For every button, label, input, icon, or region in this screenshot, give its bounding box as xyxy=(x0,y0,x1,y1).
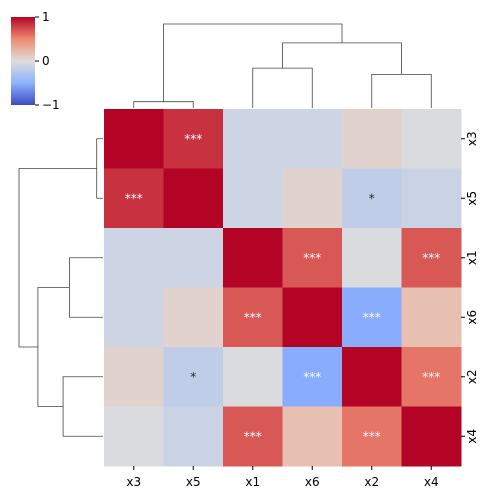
heatmap-cell xyxy=(342,406,402,467)
heatmap-cell xyxy=(163,347,224,407)
heatmap-cell xyxy=(342,109,402,169)
row-tick-label: x1 xyxy=(465,250,479,265)
colorbar-tick-label: −1 xyxy=(42,98,60,112)
col-tick-label: x3 xyxy=(126,475,141,489)
col-tick-label: x1 xyxy=(245,475,260,489)
heatmap-cell xyxy=(104,168,164,229)
heatmap-cell xyxy=(163,109,224,169)
heatmap-cell xyxy=(104,228,164,288)
heatmap-cell xyxy=(282,109,343,169)
heatmap-cell xyxy=(104,406,164,467)
top-dendrogram xyxy=(133,23,432,108)
heatmap-cell xyxy=(223,406,283,467)
col-tick-label: x6 xyxy=(305,475,320,489)
heatmap-cell xyxy=(223,287,283,348)
cell-annotation: *** xyxy=(303,251,321,265)
heatmap-cell xyxy=(223,109,283,169)
row-tick-label: x2 xyxy=(465,369,479,384)
colorbar-gradient xyxy=(11,17,35,105)
dendrogram-link xyxy=(133,101,194,108)
row-tick-label: x6 xyxy=(465,310,479,325)
heatmap-cell xyxy=(223,228,283,288)
row-tick-label: x4 xyxy=(465,429,479,444)
row-tick-labels: x3 x5 x1 x6 x2 x4 xyxy=(461,131,479,444)
heatmap-cell xyxy=(282,347,343,407)
cell-annotation: *** xyxy=(422,251,440,265)
left-dendrogram xyxy=(18,138,103,437)
column-tick-labels: x3 x5 x1 x6 x2 x4 xyxy=(126,466,439,489)
heatmap-cell xyxy=(163,228,224,288)
heatmap-cell xyxy=(104,109,164,169)
heatmap-cell xyxy=(282,287,343,348)
heatmap-cell xyxy=(401,406,462,467)
colorbar-tick-label: 0 xyxy=(42,54,50,68)
heatmap-cell xyxy=(401,347,462,407)
dendrogram-link xyxy=(37,287,70,407)
heatmap-cell xyxy=(401,287,462,348)
heatmap-cell xyxy=(401,109,462,169)
heatmap-cell xyxy=(282,406,343,467)
cell-annotation: *** xyxy=(363,310,381,324)
cell-annotation: *** xyxy=(422,370,440,384)
col-tick-label: x5 xyxy=(186,475,201,489)
dendrogram-link xyxy=(163,23,343,102)
cell-annotation: *** xyxy=(303,370,321,384)
cell-annotation: *** xyxy=(184,132,202,146)
cell-annotation: *** xyxy=(125,191,143,205)
cell-annotation: *** xyxy=(244,429,262,443)
dendrogram-link xyxy=(371,74,432,108)
heatmap-cell xyxy=(104,347,164,407)
heatmap-cell xyxy=(104,287,164,348)
heatmap-cell xyxy=(342,347,402,407)
row-tick-label: x5 xyxy=(465,191,479,206)
row-tick-label: x3 xyxy=(465,131,479,146)
heatmap-cell xyxy=(223,347,283,407)
heatmap-cell xyxy=(342,168,402,229)
heatmap-cell xyxy=(163,287,224,348)
cell-annotation: *** xyxy=(244,310,262,324)
heatmap-cell xyxy=(401,168,462,229)
cell-annotation: * xyxy=(190,370,196,384)
colorbar: 1 0 −1 xyxy=(11,10,60,112)
dendrogram-link xyxy=(252,67,313,108)
heatmap-cell xyxy=(282,228,343,288)
col-tick-label: x4 xyxy=(424,475,439,489)
heatmap-cell xyxy=(163,168,224,229)
col-tick-label: x2 xyxy=(364,475,379,489)
dendrogram-link xyxy=(96,138,103,199)
heatmap-cell xyxy=(223,168,283,229)
heatmap-grid: ****** **** ****** **** *** ****** *** xyxy=(104,109,462,467)
cell-annotation: *** xyxy=(363,429,381,443)
dendrogram-link xyxy=(62,376,103,437)
dendrogram-link xyxy=(282,42,402,75)
colorbar-tick-label: 1 xyxy=(42,10,50,24)
dendrogram-link xyxy=(69,257,103,318)
heatmap-cell xyxy=(342,228,402,288)
dendrogram-link xyxy=(18,168,97,348)
cell-annotation: * xyxy=(369,191,375,205)
heatmap-cell xyxy=(342,287,402,348)
heatmap-cell xyxy=(282,168,343,229)
heatmap-cell xyxy=(163,406,224,467)
heatmap-cell xyxy=(401,228,462,288)
